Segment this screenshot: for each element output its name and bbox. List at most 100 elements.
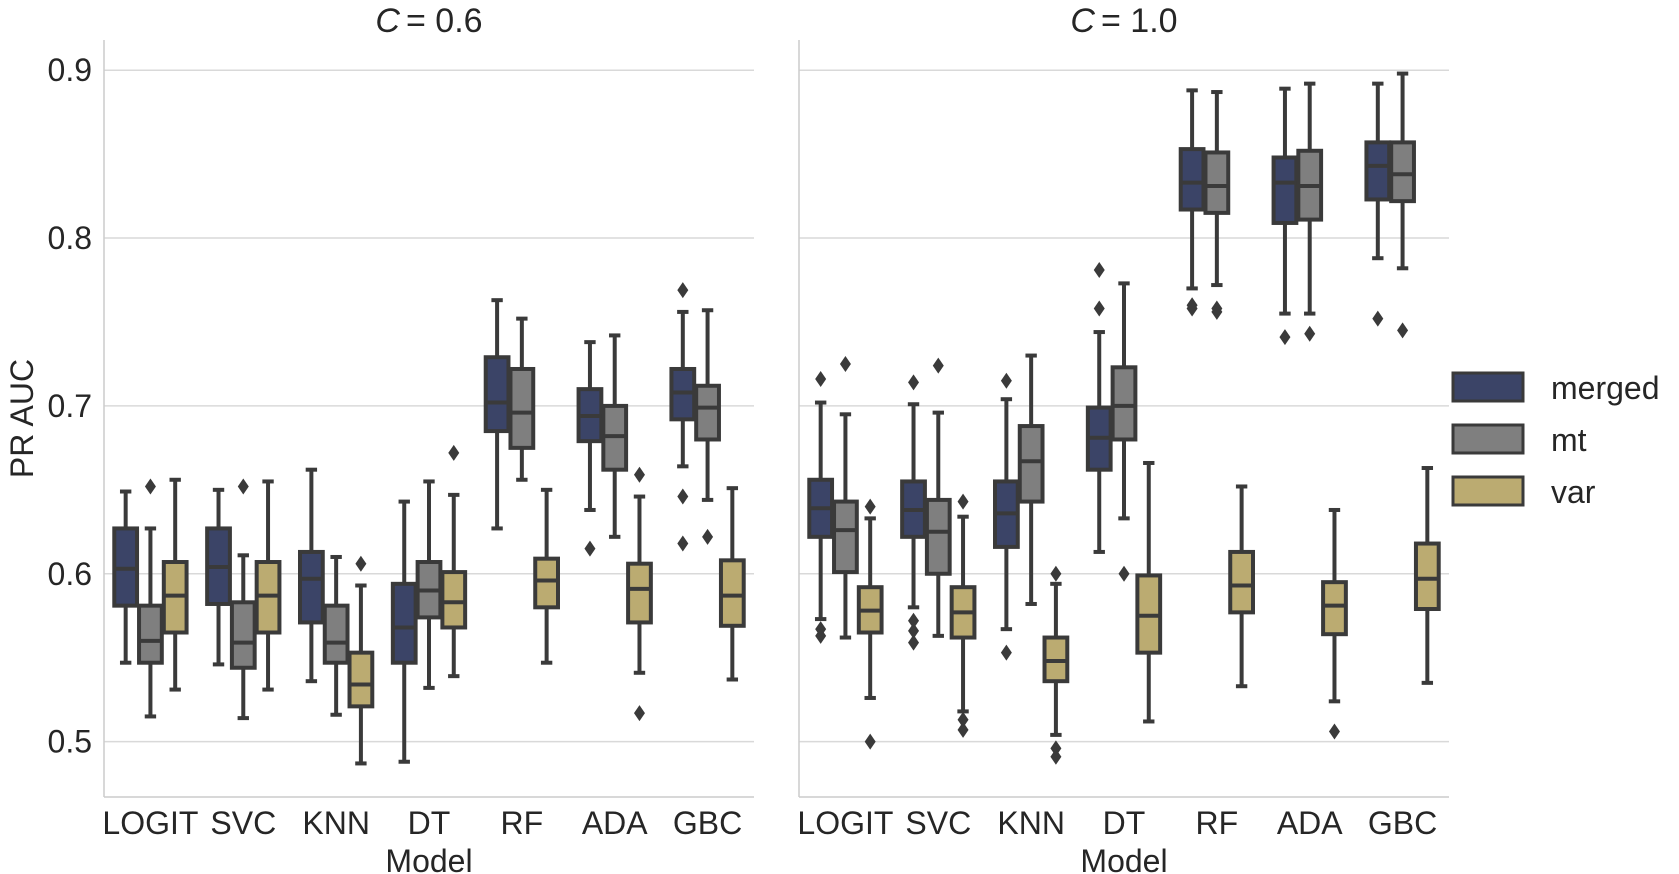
iqr-box [694, 383, 721, 442]
outlier-marker [839, 355, 851, 372]
outlier-marker [864, 733, 876, 750]
outlier-marker [815, 371, 827, 388]
outlier-marker [1093, 300, 1105, 317]
outlier-marker [932, 357, 944, 374]
y-tick-label: 0.5 [48, 724, 92, 760]
legend-swatch-mt [1451, 423, 1525, 455]
iqr-box [229, 600, 257, 670]
x-tick-label-ada: ADA [1277, 805, 1343, 841]
x-axis-label: Model [385, 843, 472, 874]
x-tick-label-rf: RF [1196, 805, 1239, 841]
outlier-marker [633, 466, 645, 483]
x-tick-label-rf: RF [501, 805, 544, 841]
box-mt-knn [322, 554, 350, 717]
box-var-ada [1321, 507, 1348, 740]
box-mt-svc [924, 357, 952, 638]
x-tick-label-dt: DT [408, 805, 451, 841]
x-tick-label-logit: LOGIT [102, 805, 198, 841]
outlier-marker [1093, 261, 1105, 278]
outlier-marker [1000, 372, 1012, 389]
box-mt-gbc [694, 308, 721, 545]
panel-title-variable: C [375, 2, 400, 40]
y-tick-label: 0.8 [48, 220, 92, 256]
box-merged-knn [993, 372, 1020, 661]
y-tick-label: 0.9 [48, 52, 92, 88]
box-var-dt [1135, 460, 1163, 724]
outlier-marker [957, 711, 969, 728]
iqr-box [1389, 140, 1416, 204]
box-mt-rf [1203, 90, 1231, 320]
outlier-marker [908, 612, 920, 629]
x-tick-label-logit: LOGIT [797, 805, 893, 841]
outlier-marker [864, 498, 876, 515]
iqr-box [1178, 147, 1206, 212]
outlier-marker [908, 374, 920, 391]
panel-title-variable: C [1070, 2, 1095, 40]
iqr-box [137, 603, 164, 665]
legend-swatch-var [1451, 475, 1525, 507]
x-tick-label-gbc: GBC [1368, 805, 1437, 841]
outlier-marker [1211, 300, 1223, 317]
box-merged-rf [1178, 88, 1206, 317]
outlier-marker [448, 444, 460, 461]
iqr-box [626, 561, 653, 625]
x-tick-label-svc: SVC [905, 805, 971, 841]
box-mt-ada [1296, 81, 1324, 342]
panel-title: C = 1.0 [1070, 2, 1177, 40]
x-axis-label: Model [1080, 843, 1167, 874]
panel-title: C = 0.6 [375, 2, 482, 40]
x-tick-label-dt: DT [1103, 805, 1146, 841]
box-merged-rf [483, 298, 511, 531]
x-tick-label-knn: KNN [997, 805, 1065, 841]
outlier-marker [677, 488, 689, 505]
x-tick-label-knn: KNN [302, 805, 370, 841]
box-var-knn [347, 555, 375, 766]
iqr-box [718, 558, 746, 628]
box-mt-gbc [1389, 71, 1416, 339]
iqr-box [298, 549, 325, 625]
outlier-marker [1118, 565, 1130, 582]
box-var-logit [161, 477, 189, 692]
outlier-marker [584, 540, 596, 557]
box-mt-logit [832, 355, 859, 640]
legend-label-mt: mt [1551, 422, 1587, 458]
legend-label-var: var [1551, 474, 1596, 510]
box-merged-knn [298, 467, 325, 684]
box-mt-ada [601, 333, 629, 539]
box-var-knn [1042, 565, 1070, 765]
outlier-marker [1000, 644, 1012, 661]
iqr-box [533, 556, 561, 610]
box-var-dt [440, 444, 468, 679]
box-var-logit [856, 498, 884, 750]
box-var-svc [254, 479, 282, 692]
y-tick-label: 0.6 [48, 556, 92, 592]
outlier-marker [237, 478, 249, 495]
iqr-box [483, 355, 511, 434]
box-merged-dt [1085, 261, 1113, 554]
iqr-box [508, 366, 536, 450]
box-mt-knn [1017, 353, 1045, 606]
iqr-box [832, 499, 859, 575]
outlier-marker [957, 721, 969, 738]
legend-label-merged: merged [1551, 370, 1660, 406]
x-tick-label-svc: SVC [210, 805, 276, 841]
box-merged-gbc [1364, 81, 1392, 327]
box-var-rf [1228, 484, 1255, 689]
box-merged-gbc [669, 282, 697, 552]
outlier-marker [633, 705, 645, 722]
legend: merged mt var [1451, 370, 1660, 510]
outlier-marker [677, 535, 689, 552]
x-tick-label-ada: ADA [582, 805, 648, 841]
outlier-marker [702, 528, 714, 545]
iqr-box [1364, 140, 1392, 202]
x-tick-label-gbc: GBC [673, 805, 742, 841]
box-merged-dt [390, 499, 418, 764]
iqr-box [1271, 155, 1299, 225]
box-var-rf [533, 487, 561, 665]
outlier-marker [1186, 297, 1198, 314]
outlier-marker [1304, 325, 1316, 342]
iqr-box [924, 497, 952, 576]
box-mt-rf [508, 316, 536, 482]
